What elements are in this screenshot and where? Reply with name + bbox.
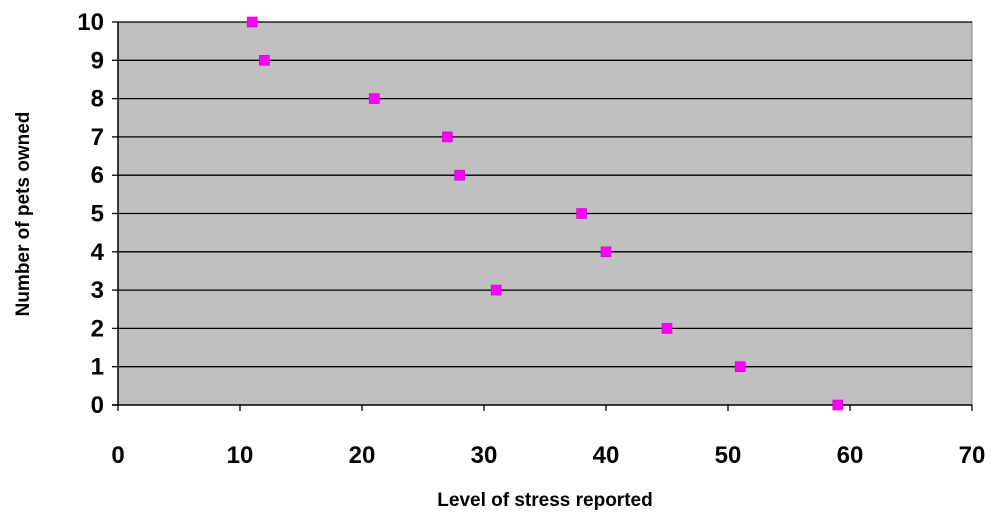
data-point-1 — [246, 16, 258, 28]
x-axis-title: Level of stress reported — [437, 490, 652, 511]
x-tick-label-30: 30 — [471, 442, 498, 469]
data-point-3 — [368, 93, 380, 104]
x-tick-label-50: 50 — [715, 442, 742, 469]
data-points — [246, 16, 844, 411]
y-tick-label-4: 4 — [91, 239, 105, 266]
x-tick-label-70: 70 — [959, 442, 986, 469]
y-tick-label-7: 7 — [91, 124, 104, 151]
x-tick-label-60: 60 — [837, 442, 864, 469]
x-tick-label-10: 10 — [227, 442, 254, 469]
y-tick-label-8: 8 — [91, 86, 104, 113]
x-tick-label-20: 20 — [349, 442, 376, 469]
data-point-4 — [442, 131, 453, 143]
y-tick-label-6: 6 — [91, 162, 104, 189]
y-tick-label-2: 2 — [91, 315, 104, 342]
x-tick-label-0: 0 — [111, 442, 124, 469]
data-point-5 — [454, 169, 465, 181]
y-tick-label-5: 5 — [91, 201, 104, 228]
data-point-11 — [832, 399, 844, 411]
data-point-9 — [661, 323, 673, 334]
x-tick-label-40: 40 — [593, 442, 620, 469]
y-axis-title: Number of pets owned — [13, 112, 34, 317]
data-point-2 — [259, 54, 270, 66]
data-point-10 — [734, 361, 746, 373]
data-point-8 — [490, 284, 502, 296]
x-tick-labels: 0 10 20 30 40 50 60 70 — [111, 442, 985, 469]
axes — [112, 21, 973, 411]
data-point-6 — [576, 208, 587, 219]
y-tick-label-9: 9 — [91, 47, 104, 74]
data-point-7 — [600, 246, 612, 258]
y-tick-labels: 0 1 2 3 4 5 6 7 8 9 10 — [77, 9, 104, 419]
y-tick-label-1: 1 — [91, 354, 104, 381]
y-tick-label-10: 10 — [77, 9, 104, 36]
y-tick-label-0: 0 — [91, 392, 104, 419]
y-tick-label-3: 3 — [91, 277, 104, 304]
